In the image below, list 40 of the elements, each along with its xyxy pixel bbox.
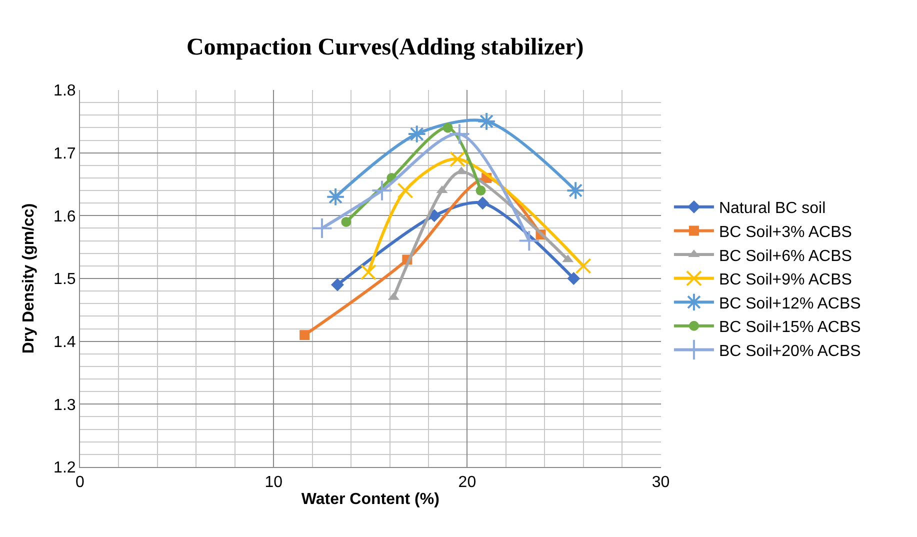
point: [566, 181, 585, 200]
legend-label: Natural BC soil: [718, 200, 826, 218]
legend-label: BC Soil+12% ACBS: [718, 295, 861, 312]
point: [371, 180, 393, 202]
x-tick-label: 20: [458, 474, 476, 492]
point: [397, 182, 414, 199]
point: [476, 186, 486, 196]
y-tick-label: 1.3: [54, 396, 76, 414]
y-tick-label: 1.5: [54, 271, 76, 288]
legend-label: BC Soil+20% ACBS: [718, 342, 861, 360]
point: [341, 216, 352, 227]
x-tick-label: 0: [76, 474, 85, 492]
point: [450, 151, 466, 168]
point: [300, 330, 310, 340]
y-axis-title: Dry Density (gm/cc): [20, 203, 38, 354]
x-axis-title: Water Content (%): [301, 490, 440, 508]
legend-label: BC Soil+6% ACBS: [718, 248, 852, 265]
point: [575, 258, 592, 274]
point: [360, 264, 376, 280]
point: [326, 187, 345, 206]
point: [567, 272, 580, 285]
x-tick-label: 10: [264, 474, 283, 492]
y-tick-label: 1.8: [54, 82, 76, 100]
y-tick-label: 1.2: [54, 460, 76, 477]
point: [477, 112, 496, 131]
legend-label: BC Soil+3% ACBS: [718, 224, 852, 241]
y-tick-label: 1.7: [54, 145, 76, 162]
point: [407, 124, 426, 144]
legend-label: BC Soil+9% ACBS: [718, 272, 852, 289]
point: [518, 230, 540, 252]
legend-label: BC Soil+15% ACBS: [718, 319, 861, 336]
point: [442, 122, 453, 133]
y-tick-label: 1.4: [54, 334, 76, 351]
point: [311, 217, 333, 240]
chart-title: Compaction Curves(Adding stabilizer): [186, 34, 584, 60]
y-tick-label: 1.6: [54, 208, 76, 226]
point: [448, 123, 470, 145]
point: [476, 196, 490, 210]
x-tick-label: 30: [652, 474, 670, 492]
point: [330, 278, 344, 292]
